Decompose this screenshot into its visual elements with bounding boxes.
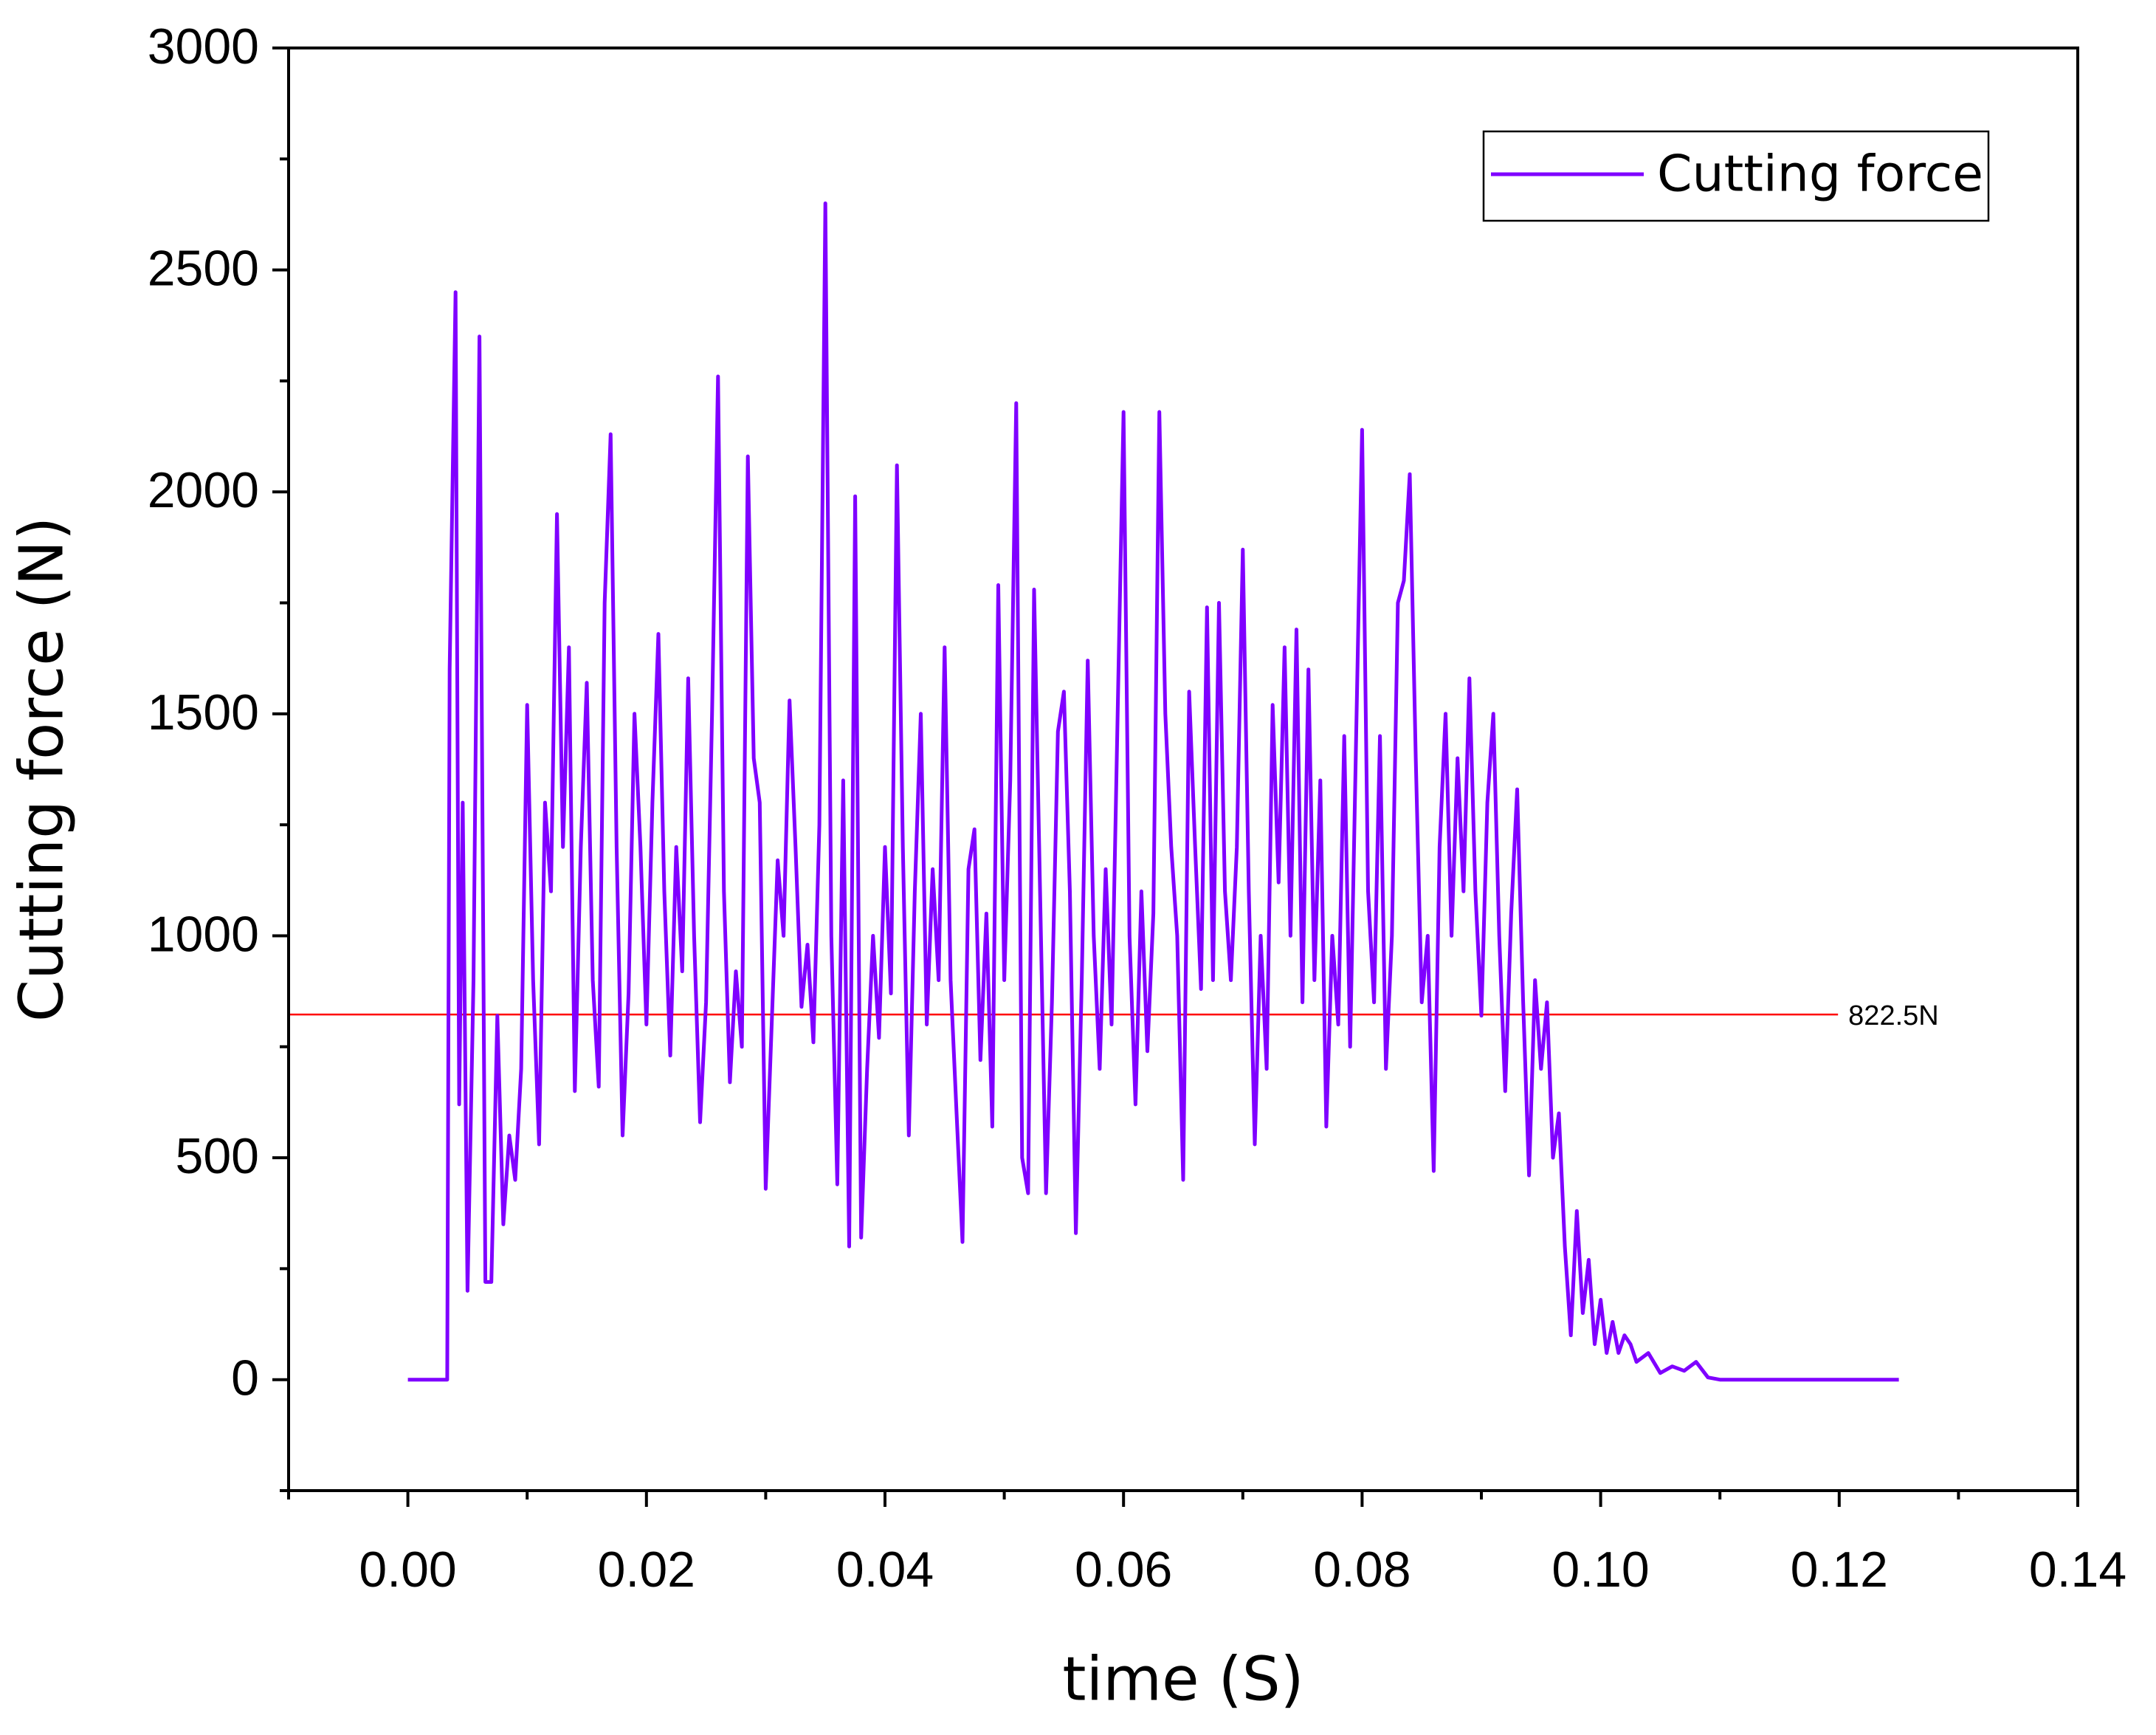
y-tick-label: 1000 (148, 906, 259, 962)
y-tick-label: 0 (231, 1350, 259, 1406)
x-tick-label: 0.14 (2029, 1542, 2126, 1598)
y-tick-label: 3000 (148, 18, 259, 75)
x-tick-label: 0.02 (598, 1542, 695, 1598)
x-axis-label: time (S) (1062, 1644, 1303, 1714)
x-tick-label: 0.04 (836, 1542, 934, 1598)
x-tick-label: 0.06 (1075, 1542, 1172, 1598)
x-tick-label: 0.12 (1791, 1542, 1888, 1598)
x-tick-label: 0.10 (1551, 1542, 1649, 1598)
x-tick-label: 0.08 (1313, 1542, 1411, 1598)
legend-label: Cutting force (1657, 145, 1983, 204)
y-tick-label: 1500 (148, 684, 259, 741)
x-tick-label: 0.00 (359, 1542, 456, 1598)
y-tick-label: 500 (176, 1128, 259, 1184)
y-axis-label: Cutting force (N) (7, 517, 77, 1022)
y-tick-label: 2000 (148, 462, 259, 518)
data-line (407, 201, 1899, 1382)
y-tick-label: 2500 (148, 241, 259, 297)
reference-label: 822.5N (1848, 1000, 1939, 1031)
plot-frame (287, 47, 2079, 1492)
